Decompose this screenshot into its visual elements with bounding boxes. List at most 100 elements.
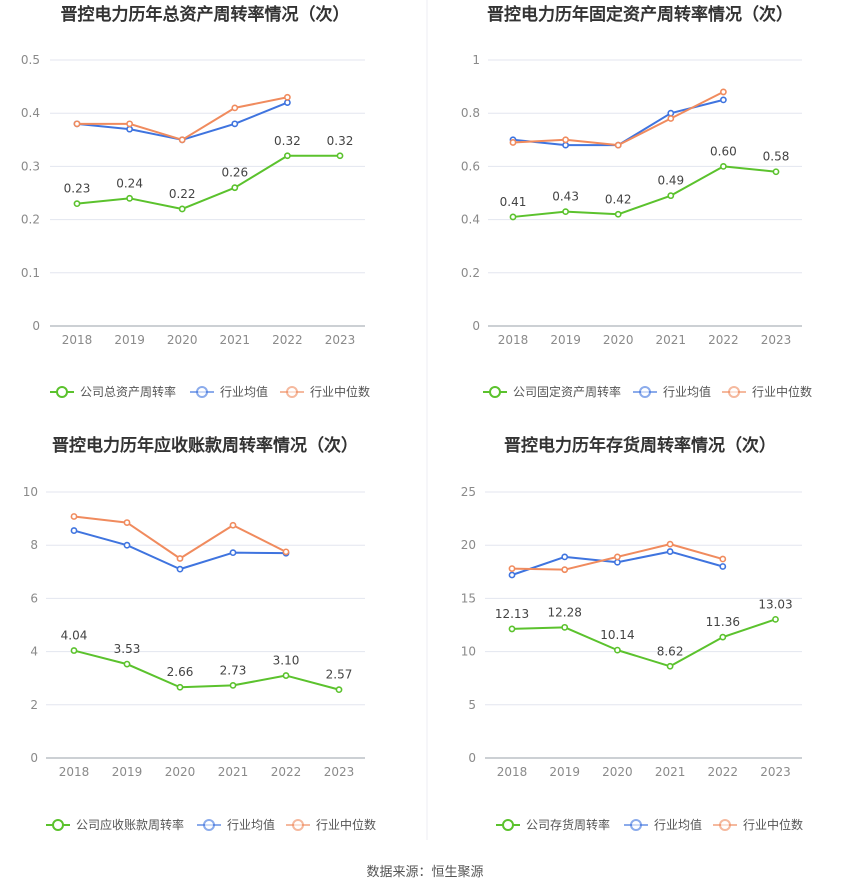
legend-item-industry_median: 行业中位数 (286, 817, 376, 832)
legend-swatch-marker (196, 386, 208, 398)
y-tick-label: 20 (461, 538, 476, 552)
data-label: 0.42 (605, 192, 632, 206)
data-label: 3.10 (273, 654, 300, 668)
legend-label: 公司固定资产周转率 (513, 384, 621, 399)
x-tick-label: 2023 (324, 765, 355, 779)
x-tick-label: 2022 (271, 765, 302, 779)
data-point-industry_avg (719, 563, 727, 570)
data-point-industry_avg (561, 553, 569, 561)
series-line-industry_median (77, 96, 288, 141)
data-label: 8.62 (657, 644, 684, 658)
x-tick-label: 2023 (760, 765, 791, 779)
x-tick-label: 2018 (498, 333, 529, 347)
legend-swatch-marker (489, 386, 501, 398)
data-label: 0.32 (327, 134, 354, 148)
chart-title: 晋控电力历年存货周转率情况（次） (504, 435, 776, 456)
data-label: 10.14 (600, 628, 634, 642)
x-tick-label: 2022 (272, 333, 303, 347)
y-tick-label: 2 (30, 698, 38, 712)
legend-item-company: 公司固定资产周转率 (483, 384, 621, 399)
data-point-company (70, 647, 78, 654)
legend-swatch-marker (728, 386, 740, 398)
series-line-company (512, 165, 777, 218)
y-tick-label: 0.6 (461, 159, 480, 173)
data-point-industry_median (229, 521, 237, 529)
legend-swatch-marker (719, 819, 731, 831)
data-point-industry_median (667, 115, 675, 122)
x-tick-label: 2018 (62, 333, 93, 347)
legend-label: 公司存货周转率 (526, 817, 610, 832)
data-point-industry_median (126, 120, 134, 128)
data-point-company (561, 623, 569, 631)
x-tick-label: 2021 (218, 765, 249, 779)
data-point-company (719, 633, 727, 641)
y-tick-label: 6 (30, 591, 38, 605)
data-point-company (229, 681, 237, 689)
data-point-industry_median (562, 136, 569, 144)
data-point-company (614, 210, 622, 218)
x-tick-label: 2019 (550, 333, 581, 347)
y-tick-label: 25 (461, 485, 476, 499)
data-point-company (336, 152, 344, 160)
y-tick-label: 0.3 (21, 159, 40, 173)
data-label: 0.24 (116, 176, 143, 190)
chart-panel-4: 晋控电力历年存货周转率情况（次） 0 5 10 15 20 25 2018 2019 2020 20… (461, 435, 803, 832)
data-point-industry_avg (667, 109, 675, 117)
legend-swatch-marker (292, 819, 304, 831)
x-tick-label: 2019 (549, 765, 580, 779)
y-tick-label: 0 (30, 751, 38, 765)
legend-swatch-marker (630, 819, 642, 831)
data-label: 0.43 (552, 190, 579, 204)
y-tick-label: 0.2 (461, 266, 480, 280)
x-tick-label: 2019 (112, 765, 143, 779)
legend-label: 行业均值 (654, 817, 702, 832)
chart-title: 晋控电力历年总资产周转率情况（次） (61, 4, 350, 25)
data-point-industry_avg (614, 558, 621, 566)
legend-item-industry_avg: 行业均值 (633, 384, 711, 399)
legend-label: 行业中位数 (310, 384, 370, 399)
data-label: 3.53 (114, 642, 141, 656)
data-point-industry_median (178, 136, 186, 144)
data-point-company (126, 194, 134, 202)
series-line-company (73, 649, 340, 691)
data-point-industry_avg (123, 541, 131, 549)
data-point-company (772, 168, 780, 176)
chart-panel-2: 晋控电力历年固定资产周转率情况（次） 0 0.2 0.4 0.6 0.8 1 2018 2019… (461, 4, 812, 399)
data-point-company (509, 213, 517, 221)
y-tick-label: 0.8 (461, 106, 480, 120)
data-label: 0.26 (221, 166, 248, 180)
legend-label: 行业均值 (220, 384, 268, 399)
data-label: 0.60 (710, 144, 737, 158)
x-tick-label: 2020 (602, 765, 633, 779)
legend-label: 公司应收账款周转率 (76, 817, 184, 832)
legend-swatch-marker (203, 819, 215, 831)
data-label: 11.36 (706, 615, 740, 629)
data-point-company (772, 615, 779, 623)
y-tick-label: 0.4 (461, 213, 480, 227)
data-point-industry_median (719, 555, 727, 563)
legend-swatch-marker (286, 386, 298, 398)
x-tick-label: 2020 (167, 333, 198, 347)
y-tick-label: 0.1 (21, 266, 40, 280)
x-tick-label: 2023 (325, 333, 356, 347)
data-point-industry_avg (666, 548, 674, 555)
legend-label: 行业中位数 (752, 384, 812, 399)
x-tick-label: 2022 (708, 765, 739, 779)
x-tick-label: 2018 (497, 765, 528, 779)
y-tick-label: 10 (23, 485, 38, 499)
x-tick-label: 2021 (655, 765, 686, 779)
data-point-industry_avg (562, 141, 569, 149)
data-point-industry_median (614, 553, 621, 561)
data-point-industry_median (283, 93, 291, 101)
data-source: 数据来源：恒生聚源 (366, 865, 483, 880)
y-tick-label: 0.2 (21, 213, 40, 227)
data-label: 0.32 (274, 134, 301, 148)
data-point-company (178, 205, 186, 213)
data-label: 12.13 (495, 607, 529, 621)
data-point-company (123, 660, 131, 668)
data-point-company (73, 200, 81, 208)
legend-label: 公司总资产周转率 (80, 384, 176, 399)
y-tick-label: 15 (461, 591, 476, 605)
legend-label: 行业中位数 (316, 817, 376, 832)
